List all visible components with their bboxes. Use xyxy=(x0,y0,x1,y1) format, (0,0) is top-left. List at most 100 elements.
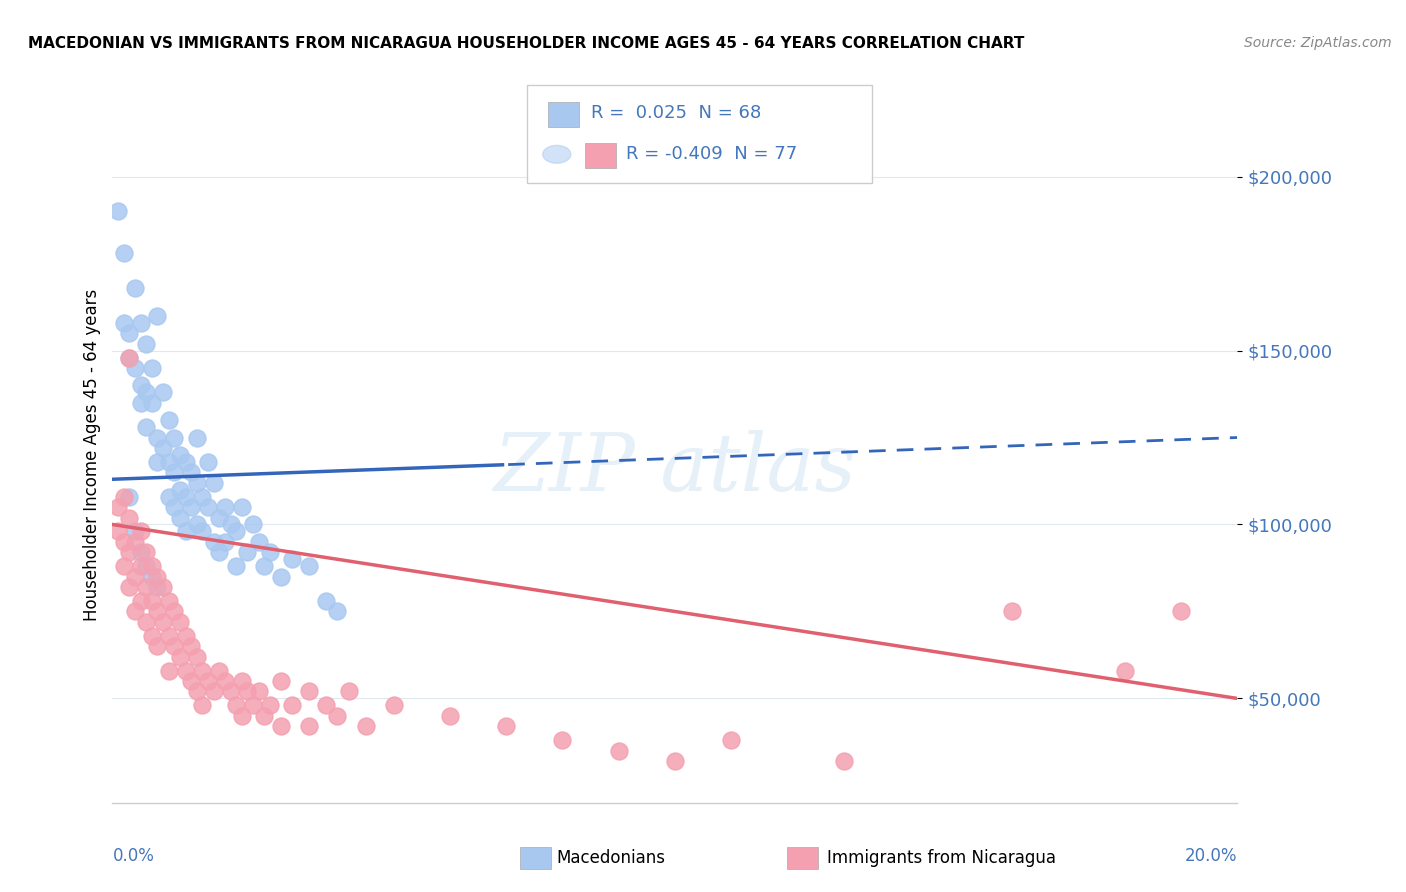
Point xyxy=(174,455,197,469)
Point xyxy=(180,674,202,689)
Point xyxy=(129,378,152,392)
Point xyxy=(180,466,202,480)
Point xyxy=(135,545,157,559)
Point xyxy=(157,594,180,608)
Point xyxy=(225,559,247,574)
Point xyxy=(169,615,191,629)
Text: ZIP atlas: ZIP atlas xyxy=(494,430,856,508)
Point xyxy=(214,500,236,514)
Point xyxy=(157,490,180,504)
Point xyxy=(242,698,264,713)
Point xyxy=(236,545,259,559)
Point xyxy=(315,594,337,608)
Point xyxy=(326,708,349,723)
Point xyxy=(146,580,169,594)
Point xyxy=(439,708,461,723)
Point xyxy=(135,420,157,434)
Point xyxy=(163,639,186,653)
Point xyxy=(124,534,146,549)
Point xyxy=(112,246,135,260)
Point xyxy=(157,455,180,469)
Point xyxy=(231,674,253,689)
Point xyxy=(298,559,321,574)
Point xyxy=(129,316,152,330)
Point xyxy=(152,615,174,629)
Point xyxy=(1001,605,1024,619)
Point xyxy=(219,517,242,532)
Point xyxy=(169,483,191,497)
Point xyxy=(141,395,163,409)
Point xyxy=(208,510,231,524)
Point xyxy=(231,708,253,723)
Point xyxy=(129,395,152,409)
Point xyxy=(247,534,270,549)
Point xyxy=(146,430,169,444)
Point xyxy=(495,719,517,733)
Point xyxy=(214,674,236,689)
Point xyxy=(180,639,202,653)
Point xyxy=(315,698,337,713)
Point xyxy=(157,413,180,427)
Point xyxy=(118,545,141,559)
Point xyxy=(112,534,135,549)
Point xyxy=(191,698,214,713)
Y-axis label: Householder Income Ages 45 - 64 years: Householder Income Ages 45 - 64 years xyxy=(83,289,101,621)
Point xyxy=(135,580,157,594)
Point xyxy=(607,744,630,758)
Point xyxy=(129,559,152,574)
Point xyxy=(259,545,281,559)
Text: Macedonians: Macedonians xyxy=(557,849,666,867)
Text: 0.0%: 0.0% xyxy=(112,847,155,865)
Point xyxy=(225,698,247,713)
Point xyxy=(225,524,247,539)
Point xyxy=(253,559,276,574)
Point xyxy=(197,500,219,514)
Point xyxy=(174,629,197,643)
Point xyxy=(135,336,157,351)
Point xyxy=(135,559,157,574)
Point xyxy=(141,629,163,643)
Point xyxy=(141,559,163,574)
Point xyxy=(141,360,163,375)
Point xyxy=(174,524,197,539)
Point xyxy=(197,455,219,469)
Point xyxy=(118,351,141,365)
Point xyxy=(551,733,574,747)
Point xyxy=(191,490,214,504)
Point xyxy=(157,664,180,678)
Point xyxy=(664,754,686,768)
Point xyxy=(231,500,253,514)
Point xyxy=(270,719,292,733)
Point xyxy=(152,580,174,594)
Point xyxy=(186,649,208,664)
Point xyxy=(124,360,146,375)
Point xyxy=(270,570,292,584)
Point xyxy=(208,545,231,559)
Point xyxy=(129,594,152,608)
Point xyxy=(118,351,141,365)
Point xyxy=(180,500,202,514)
Point xyxy=(112,559,135,574)
Point xyxy=(219,684,242,698)
Text: Source: ZipAtlas.com: Source: ZipAtlas.com xyxy=(1244,36,1392,50)
Point xyxy=(382,698,405,713)
Point xyxy=(186,684,208,698)
Point xyxy=(129,524,152,539)
Point xyxy=(1114,664,1136,678)
Point xyxy=(118,510,141,524)
Point xyxy=(124,524,146,539)
Point xyxy=(208,664,231,678)
Point xyxy=(124,605,146,619)
Point xyxy=(107,204,129,219)
Point xyxy=(720,733,742,747)
Point xyxy=(236,684,259,698)
Text: 20.0%: 20.0% xyxy=(1185,847,1237,865)
Point xyxy=(163,500,186,514)
Point xyxy=(141,594,163,608)
Point xyxy=(174,490,197,504)
Point xyxy=(191,524,214,539)
Point xyxy=(146,605,169,619)
Point xyxy=(112,490,135,504)
Point xyxy=(242,517,264,532)
Point xyxy=(169,649,191,664)
